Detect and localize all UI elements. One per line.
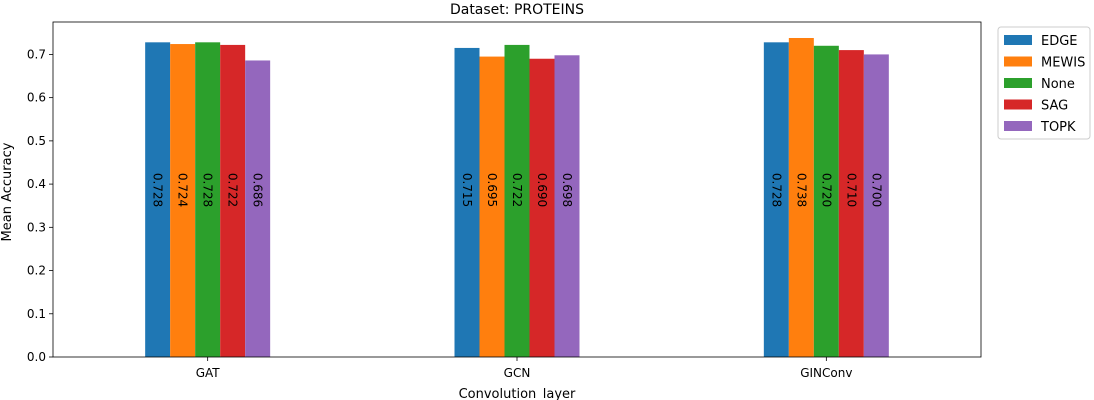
y-axis-label: Mean Accuracy	[0, 142, 15, 241]
bar-none-gat	[195, 42, 221, 357]
x-axis-label: Convolution_layer	[459, 387, 576, 400]
bar-value-label: 0.728	[151, 173, 165, 207]
x-tick-label: GAT	[196, 366, 221, 380]
legend-label-mewis: MEWIS	[1041, 56, 1085, 71]
bar-topk-ginconv	[863, 54, 889, 358]
bar-value-label: 0.738	[794, 173, 808, 207]
bar-value-label: 0.728	[769, 173, 783, 207]
legend-label-edge: EDGE	[1041, 34, 1078, 49]
bar-value-label: 0.715	[460, 173, 474, 207]
legend-swatch-edge	[1004, 35, 1032, 45]
bar-sag-gat	[220, 44, 246, 358]
bar-value-label: 0.686	[251, 173, 265, 207]
bar-none-ginconv	[813, 45, 839, 357]
bars-group	[145, 37, 889, 358]
legend-swatch-sag	[1004, 99, 1032, 110]
bar-value-label: 0.698	[560, 173, 574, 207]
y-tick-label: 0.5	[27, 134, 46, 148]
y-axis: 0.0 0.1 0.2 0.3 0.4 0.5 0.6 0.7	[27, 47, 53, 364]
bar-edge-gcn	[454, 47, 480, 357]
bar-mewis-gat	[170, 44, 196, 357]
legend-label-none: None	[1041, 77, 1075, 92]
bar-sag-ginconv	[838, 50, 864, 358]
bar-value-label: 0.695	[485, 173, 499, 207]
x-tick-label: GCN	[504, 366, 531, 380]
y-tick-label: 0.1	[27, 307, 46, 321]
legend: EDGE MEWIS None SAG TOPK	[997, 26, 1091, 140]
value-labels-group: 0.728 0.724 0.728 0.722 0.686 0.715 0.695 0.722…	[151, 173, 884, 207]
legend-box	[997, 26, 1091, 140]
bar-value-label: 0.710	[844, 173, 858, 207]
chart-title: Dataset: PROTEINS	[450, 2, 584, 18]
bar-sag-gcn	[529, 58, 555, 357]
bar-edge-gat	[145, 42, 171, 357]
y-tick-label: 0.3	[27, 220, 46, 234]
bar-none-gcn	[504, 44, 530, 358]
bar-edge-ginconv	[763, 42, 789, 357]
legend-swatch-mewis	[1004, 56, 1032, 67]
legend-swatch-topk	[1004, 121, 1032, 131]
bar-topk-gat	[245, 60, 271, 357]
y-tick-label: 0.6	[27, 91, 46, 105]
bar-value-label: 0.724	[176, 173, 190, 207]
y-tick-label: 0.2	[27, 264, 46, 278]
bar-topk-gcn	[554, 55, 580, 357]
x-tick-label: GINConv	[800, 366, 852, 380]
legend-label-topk: TOPK	[1040, 120, 1076, 135]
bar-mewis-ginconv	[788, 37, 814, 357]
legend-swatch-none	[1004, 78, 1032, 88]
bar-value-label: 0.728	[201, 173, 215, 207]
bar-mewis-gcn	[479, 56, 505, 357]
y-tick-label: 0.4	[27, 177, 46, 191]
legend-label-sag: SAG	[1041, 99, 1068, 114]
x-axis: GAT GCN GINConv	[196, 357, 852, 380]
bar-value-label: 0.720	[819, 173, 833, 207]
bar-value-label: 0.722	[510, 173, 524, 207]
y-tick-label: 0.0	[27, 350, 46, 364]
bar-value-label: 0.700	[869, 173, 883, 207]
bar-value-label: 0.722	[226, 173, 240, 207]
y-tick-label: 0.7	[27, 47, 46, 61]
bar-value-label: 0.690	[535, 173, 549, 207]
